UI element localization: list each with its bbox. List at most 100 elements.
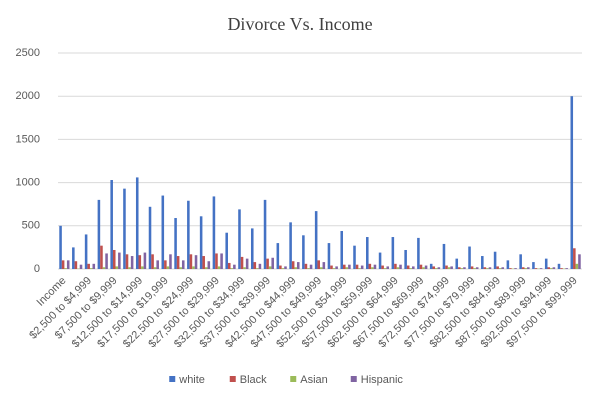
bar (463, 267, 466, 269)
bar (164, 260, 167, 269)
bar (118, 252, 121, 269)
bar (181, 260, 185, 269)
bar (506, 260, 510, 269)
chart-title: Divorce Vs. Income (227, 14, 372, 34)
bar (89, 268, 93, 269)
bar (92, 263, 96, 269)
bar (498, 268, 502, 269)
bar (404, 249, 407, 269)
legend-label: white (178, 374, 205, 386)
bar (225, 232, 228, 269)
bar (230, 268, 234, 269)
bar (266, 258, 269, 269)
bar (291, 261, 295, 269)
y-tick-label: 2500 (16, 47, 40, 59)
bar (161, 195, 165, 269)
bar (263, 199, 267, 269)
bar (371, 267, 374, 269)
bar (470, 266, 474, 269)
bar (552, 267, 556, 269)
legend-label: Hispanic (361, 374, 404, 386)
bar (383, 268, 387, 269)
y-tick-label: 2000 (16, 90, 40, 102)
bar (468, 246, 471, 269)
bar (527, 267, 530, 269)
bar (220, 253, 223, 269)
bar (207, 261, 211, 269)
bar (560, 268, 563, 269)
bar (547, 267, 551, 269)
bar (399, 264, 402, 269)
bar (396, 267, 400, 269)
bar (268, 266, 272, 269)
bar (64, 268, 67, 269)
legend-swatch (290, 376, 297, 382)
bar (194, 255, 198, 269)
legend-swatch (229, 376, 236, 382)
bar (422, 267, 425, 269)
bar (570, 96, 574, 269)
legend-label: Black (240, 374, 267, 386)
bar (544, 258, 548, 269)
bar (135, 177, 139, 269)
bar (199, 216, 203, 269)
bar (419, 264, 423, 269)
bar (573, 248, 576, 269)
bar (202, 256, 205, 269)
bar (317, 260, 320, 269)
bar (66, 260, 70, 269)
legend-swatch (350, 376, 357, 382)
bar (488, 267, 492, 269)
bar (250, 228, 254, 269)
bar (79, 264, 83, 269)
bar (304, 263, 308, 269)
bar (309, 264, 313, 269)
bar (123, 188, 126, 269)
bar (179, 267, 182, 269)
bar (429, 263, 433, 269)
bar (112, 249, 116, 269)
y-tick-label: 1000 (16, 177, 40, 189)
bar (539, 268, 543, 269)
bar (340, 230, 344, 269)
bar (151, 254, 154, 269)
bar (245, 258, 249, 269)
bar (84, 234, 88, 269)
bar (348, 264, 351, 269)
bar (227, 262, 231, 269)
bar (532, 262, 535, 269)
bar (322, 262, 326, 269)
bar (192, 266, 195, 269)
bar (74, 261, 78, 269)
bar (458, 267, 461, 269)
bar (475, 267, 479, 269)
bar (148, 206, 152, 269)
bar (187, 200, 190, 269)
bar (128, 267, 131, 269)
bar (343, 264, 346, 269)
bar (169, 254, 172, 269)
bar (378, 252, 382, 269)
bar (217, 266, 221, 269)
bar (332, 268, 336, 269)
bar (486, 268, 489, 269)
bar (189, 254, 193, 269)
bar (258, 263, 262, 269)
legend-label: Asian (300, 374, 328, 386)
bar (524, 268, 528, 269)
bar (115, 266, 119, 269)
bar (215, 253, 218, 269)
bar (424, 265, 428, 269)
bar (143, 252, 147, 269)
bar (373, 264, 377, 269)
bar (394, 263, 397, 269)
bar (355, 264, 359, 269)
bar (125, 254, 129, 269)
bar (450, 266, 453, 269)
bar (61, 260, 65, 269)
bar (302, 235, 305, 269)
bar (565, 268, 568, 269)
bar (105, 253, 108, 269)
bar (345, 267, 349, 269)
